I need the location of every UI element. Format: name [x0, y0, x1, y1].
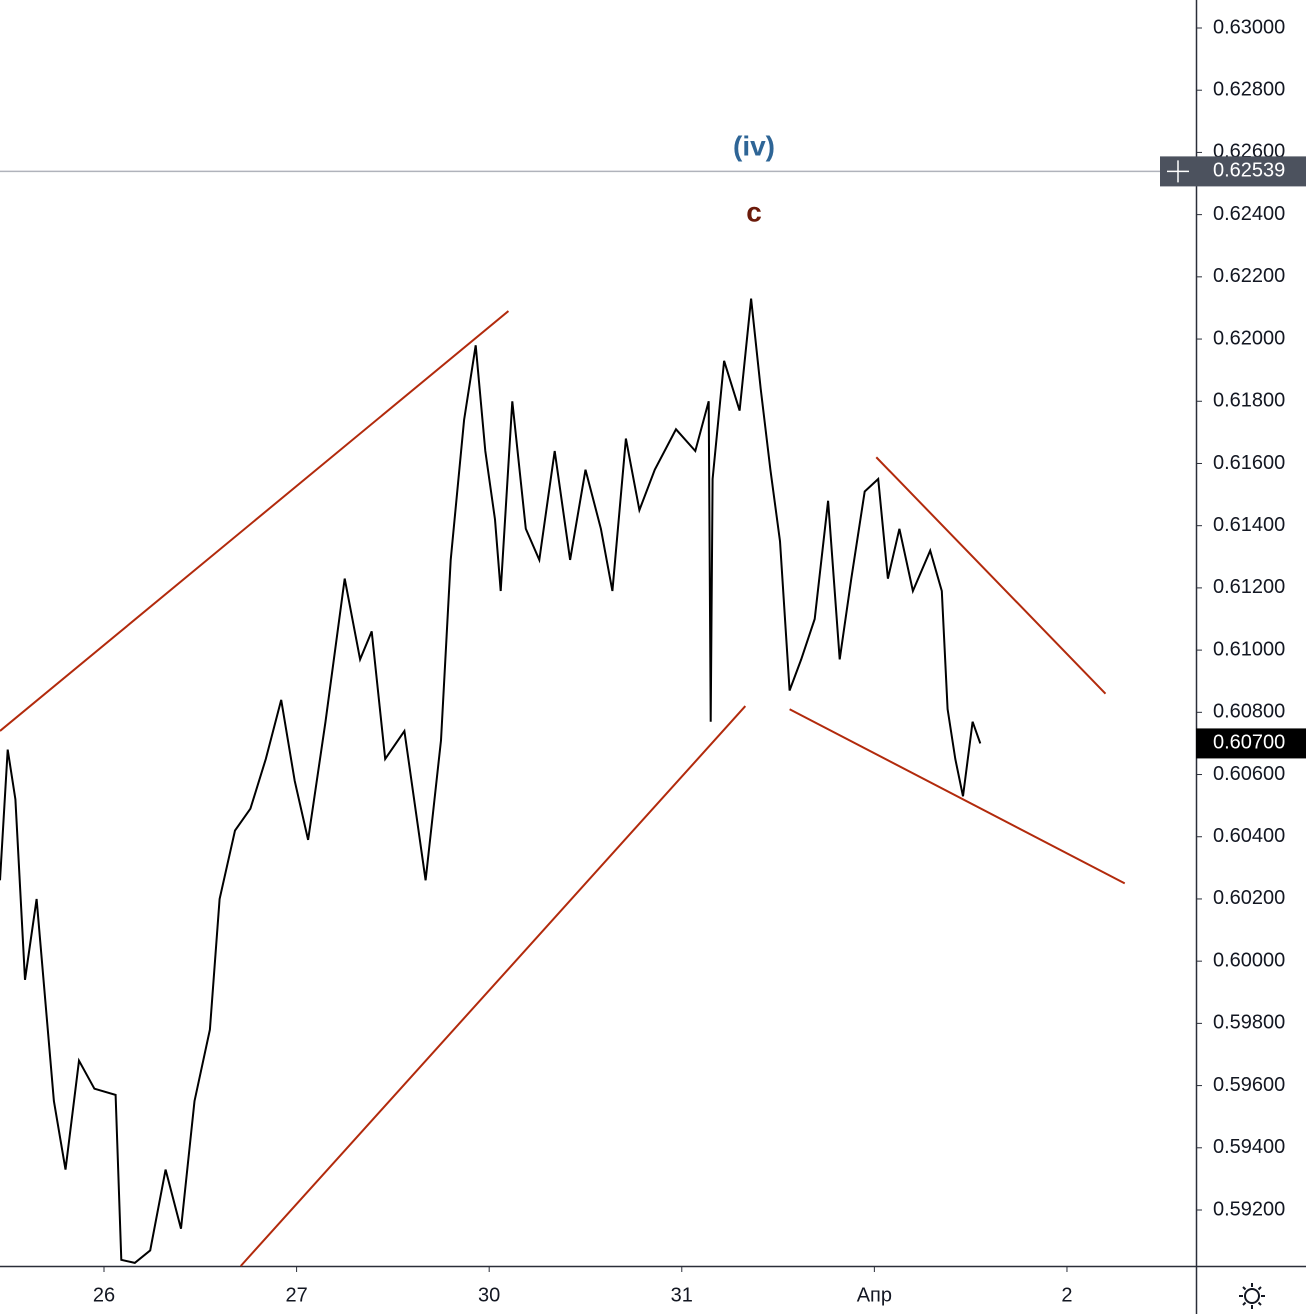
crosshair-label: 0.62539 [1160, 156, 1306, 187]
y-tick-label: 0.60000 [1213, 949, 1285, 971]
wave-label: c [746, 196, 762, 227]
y-tick-label: 0.61400 [1213, 514, 1285, 536]
trend-line [789, 708, 1126, 885]
y-tick-label: 0.61200 [1213, 576, 1285, 598]
trend-line [875, 456, 1107, 695]
y-tick-label: 0.63000 [1213, 16, 1285, 38]
x-tick-label: 31 [671, 1284, 693, 1306]
crosshair-plus [1167, 160, 1189, 183]
y-tick-label: 0.61000 [1213, 638, 1285, 660]
x-tick-label: 2 [1061, 1284, 1072, 1306]
y-tick-label: 0.62200 [1213, 265, 1285, 287]
y-tick-label: 0.60800 [1213, 701, 1285, 723]
y-tick-label: 0.59200 [1213, 1198, 1285, 1220]
x-tick-label: 26 [93, 1284, 115, 1306]
x-tick-label: 27 [285, 1284, 307, 1306]
trend-line [0, 310, 510, 732]
wave-label: (iv) [733, 130, 775, 161]
crosshair-price: 0.62539 [1213, 160, 1285, 182]
x-tick-label: 30 [478, 1284, 500, 1306]
y-tick-label: 0.60200 [1213, 887, 1285, 909]
trend-line [239, 705, 747, 1267]
x-tick-label: Апр [857, 1284, 892, 1306]
y-tick-label: 0.62400 [1213, 203, 1285, 225]
settings-icon[interactable] [1239, 1283, 1265, 1309]
y-tick-label: 0.62800 [1213, 78, 1285, 100]
y-tick-label: 0.62000 [1213, 327, 1285, 349]
y-tick-label: 0.59800 [1213, 1012, 1285, 1034]
y-tick-label: 0.61600 [1213, 452, 1285, 474]
last-price-bg [1196, 728, 1306, 759]
y-tick-label: 0.61800 [1213, 390, 1285, 412]
y-tick-label: 0.60600 [1213, 763, 1285, 785]
y-tick-label: 0.59400 [1213, 1136, 1285, 1158]
price-line [0, 298, 982, 1264]
y-tick-label: 0.59600 [1213, 1074, 1285, 1096]
last-price-label: 0.60700 [1213, 732, 1285, 754]
y-tick-label: 0.60400 [1213, 825, 1285, 847]
